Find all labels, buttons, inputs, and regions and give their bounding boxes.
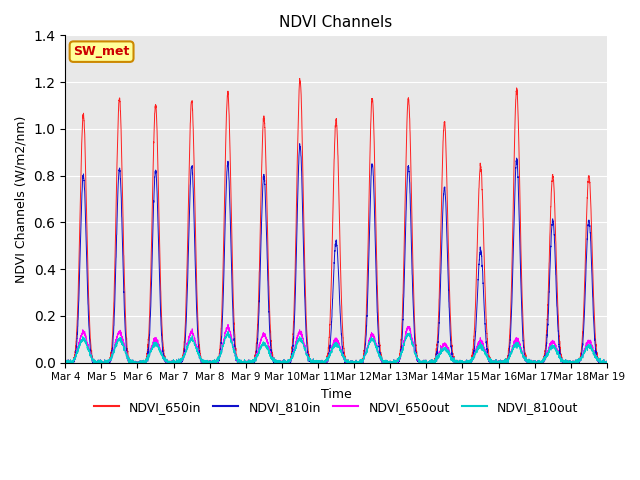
NDVI_650in <box>575 359 582 365</box>
NDVI_650out <box>62 360 70 365</box>
NDVI_810out <box>550 346 558 352</box>
NDVI_650out <box>61 358 69 363</box>
NDVI_810in <box>269 358 276 364</box>
NDVI_650in <box>62 360 70 365</box>
NDVI_650out <box>603 360 611 365</box>
NDVI_810in <box>550 240 558 246</box>
NDVI_810in <box>62 360 70 365</box>
NDVI_810in <box>127 360 134 365</box>
Line: NDVI_650in: NDVI_650in <box>65 78 607 362</box>
NDVI_810in <box>61 358 69 363</box>
NDVI_810out <box>575 359 582 364</box>
NDVI_810out <box>127 358 134 364</box>
NDVI_810in <box>603 360 611 365</box>
NDVI_650in <box>269 355 276 361</box>
NDVI_650in <box>553 280 561 286</box>
NDVI_650out <box>269 357 277 362</box>
Line: NDVI_650out: NDVI_650out <box>65 324 607 362</box>
NDVI_650in <box>296 75 303 81</box>
NDVI_810out <box>62 360 70 365</box>
NDVI_810out <box>269 357 277 362</box>
Legend: NDVI_650in, NDVI_810in, NDVI_650out, NDVI_810out: NDVI_650in, NDVI_810in, NDVI_650out, NDV… <box>88 396 584 419</box>
NDVI_810out <box>224 329 232 335</box>
X-axis label: Time: Time <box>321 388 351 401</box>
Line: NDVI_810out: NDVI_810out <box>65 332 607 362</box>
NDVI_810out <box>553 348 561 354</box>
NDVI_650out <box>127 359 134 364</box>
NDVI_650in <box>401 233 408 239</box>
NDVI_650out <box>550 342 558 348</box>
NDVI_810in <box>401 274 408 279</box>
NDVI_810in <box>296 141 303 146</box>
NDVI_810out <box>603 360 611 365</box>
Text: SW_met: SW_met <box>74 45 130 58</box>
NDVI_650out <box>553 346 561 351</box>
NDVI_650out <box>575 359 582 364</box>
NDVI_810out <box>401 341 408 347</box>
NDVI_650in <box>127 359 134 365</box>
NDVI_810out <box>61 358 69 363</box>
Line: NDVI_810in: NDVI_810in <box>65 144 607 362</box>
NDVI_650in <box>603 360 611 365</box>
NDVI_650in <box>550 200 558 205</box>
Title: NDVI Channels: NDVI Channels <box>280 15 393 30</box>
NDVI_650out <box>224 322 232 327</box>
NDVI_650out <box>401 337 408 343</box>
NDVI_650in <box>61 358 69 363</box>
Y-axis label: NDVI Channels (W/m2/nm): NDVI Channels (W/m2/nm) <box>15 115 28 283</box>
NDVI_810in <box>553 305 561 311</box>
NDVI_810in <box>575 360 582 365</box>
